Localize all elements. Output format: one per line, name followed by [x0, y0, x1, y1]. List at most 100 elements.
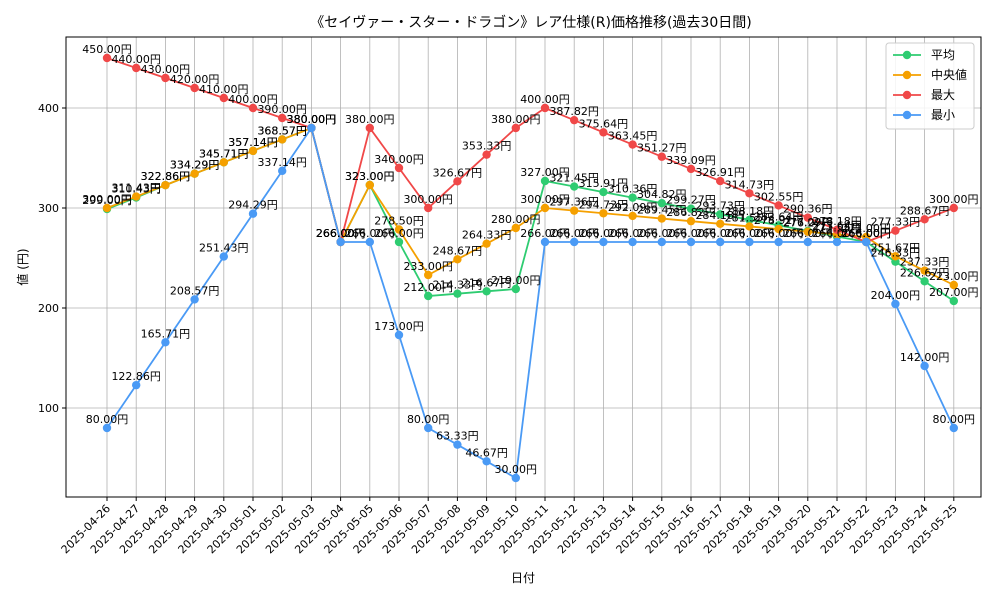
data-point — [394, 330, 404, 340]
data-label: 300.00円 — [929, 193, 979, 206]
data-point — [132, 63, 141, 73]
data-label: 204.00円 — [871, 289, 921, 302]
data-label: 322.86円 — [141, 170, 191, 183]
data-label: 289.45円 — [637, 204, 687, 217]
data-point — [949, 296, 958, 306]
data-label: 400.00円 — [228, 93, 278, 106]
data-label: 266.00円 — [812, 227, 862, 240]
legend-label: 平均 — [931, 48, 955, 62]
data-point — [190, 83, 199, 93]
data-label: 345.71円 — [199, 147, 249, 160]
legend-box — [885, 42, 975, 130]
data-label: 300.00円 — [82, 193, 132, 206]
data-label: 299.00円 — [82, 194, 132, 207]
data-label: 353.33円 — [462, 140, 512, 153]
data-label: 266.00円 — [316, 227, 366, 240]
data-label: 300.00円 — [403, 193, 453, 206]
data-point — [891, 299, 900, 309]
data-point — [599, 187, 608, 197]
data-label: 63.33円 — [436, 430, 479, 443]
data-label: 286.82円 — [666, 206, 716, 219]
data-label: 207.00円 — [929, 286, 979, 299]
data-label: 165.71円 — [141, 327, 191, 340]
data-point — [102, 423, 112, 433]
data-point — [716, 210, 725, 219]
data-point — [570, 115, 579, 125]
data-point — [716, 176, 725, 186]
data-label: 339.09円 — [666, 154, 716, 167]
data-label: 246.33円 — [871, 247, 921, 260]
data-point — [278, 113, 287, 123]
data-label: 122.86円 — [111, 370, 161, 383]
data-point — [190, 295, 199, 304]
data-label: 297.36円 — [549, 196, 599, 209]
data-point — [862, 237, 871, 247]
data-label: 327.00円 — [520, 166, 570, 179]
data-label: 337.14円 — [257, 156, 307, 169]
data-point — [336, 237, 345, 247]
data-label: 387.82円 — [549, 105, 599, 118]
y-axis-label: 値 (円) — [15, 248, 30, 285]
y-tick-label: 200 — [38, 302, 59, 315]
legend-label: 最大 — [931, 88, 955, 102]
plot-frame — [65, 36, 982, 498]
data-point — [628, 237, 637, 247]
data-point — [891, 252, 900, 261]
data-point — [628, 211, 637, 221]
data-point — [920, 277, 929, 286]
data-point — [453, 177, 462, 186]
data-point — [570, 206, 579, 215]
data-label: 266.00円 — [579, 227, 629, 240]
data-label: 357.14円 — [228, 136, 278, 149]
data-label: 233.00円 — [403, 260, 453, 273]
x-axis-ticks: 2025-04-262025-04-272025-04-282025-04-29… — [59, 497, 960, 556]
data-point — [102, 203, 112, 213]
data-label: 273.64円 — [812, 219, 862, 232]
data-point — [657, 152, 666, 161]
data-point — [716, 219, 725, 229]
data-label: 266.00円 — [637, 227, 687, 240]
data-label: 380.00円 — [287, 113, 337, 126]
data-point — [949, 423, 958, 433]
data-point — [482, 239, 491, 248]
data-label: 214.33円 — [433, 279, 483, 292]
data-point — [599, 209, 608, 218]
data-point — [599, 237, 608, 247]
data-label: 322.86円 — [141, 170, 191, 183]
data-point — [132, 192, 141, 201]
data-point — [540, 176, 550, 186]
data-point — [424, 291, 433, 301]
data-point — [745, 222, 754, 231]
data-label: 430.00円 — [141, 63, 191, 76]
data-label: 375.64円 — [579, 117, 629, 130]
y-tick-label: 100 — [38, 402, 59, 415]
data-point — [365, 237, 374, 247]
data-point — [832, 225, 842, 235]
y-tick-label: 300 — [38, 202, 59, 215]
data-label: 368.57円 — [257, 124, 307, 137]
data-label: 208.57円 — [170, 284, 220, 297]
data-point — [628, 193, 637, 202]
data-label: 410.00円 — [199, 83, 249, 96]
data-label: 264.33円 — [462, 229, 512, 242]
data-label: 310.36円 — [608, 183, 658, 196]
data-point — [920, 215, 929, 224]
data-label: 294.29円 — [228, 199, 278, 212]
data-point — [803, 237, 812, 247]
data-label: 266.00円 — [725, 227, 775, 240]
data-label: 142.00円 — [900, 351, 950, 364]
data-point — [278, 135, 287, 144]
data-point — [511, 123, 520, 133]
data-point — [394, 225, 404, 234]
data-point — [161, 73, 170, 83]
data-label: 226.67円 — [900, 266, 950, 279]
data-label: 450.00円 — [82, 43, 132, 56]
data-point — [686, 164, 696, 174]
data-label: 280.00円 — [491, 213, 541, 226]
data-label: 284.18円 — [695, 209, 745, 222]
data-point — [453, 255, 462, 264]
data-point — [599, 128, 608, 137]
data-label: 282.64円 — [754, 210, 804, 223]
data-point — [570, 182, 579, 191]
